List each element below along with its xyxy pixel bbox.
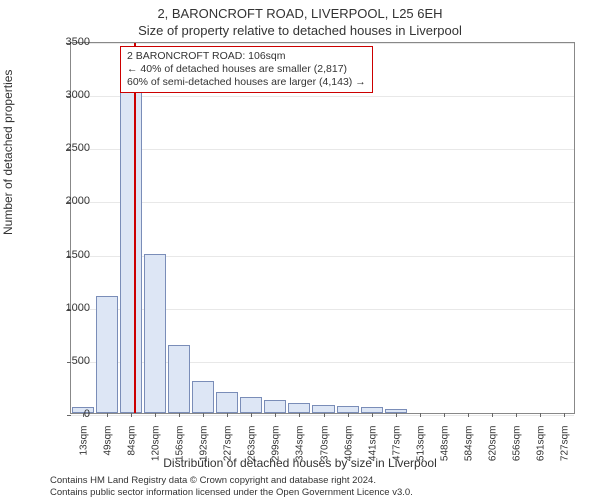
y-tick-label: 1000 <box>50 302 90 314</box>
x-tick-mark <box>420 413 421 417</box>
x-tick-mark <box>179 413 180 417</box>
x-tick-mark <box>396 413 397 417</box>
gridline <box>71 96 574 97</box>
annotation-line2: ← 40% of detached houses are smaller (2,… <box>127 63 366 76</box>
x-tick-label: 620sqm <box>487 426 498 476</box>
y-tick-label: 3000 <box>50 89 90 101</box>
x-tick-mark <box>348 413 349 417</box>
gridline <box>71 415 574 416</box>
y-tick-label: 2500 <box>50 142 90 154</box>
chart-plot-area <box>70 42 575 414</box>
x-tick-label: 513sqm <box>415 426 426 476</box>
x-tick-label: 227sqm <box>223 426 234 476</box>
bar <box>288 403 310 413</box>
footer-attribution: Contains HM Land Registry data © Crown c… <box>50 475 413 498</box>
bar <box>120 68 142 413</box>
x-tick-mark <box>516 413 517 417</box>
x-tick-label: 477sqm <box>391 426 402 476</box>
marker-line <box>134 43 136 413</box>
y-tick-label: 500 <box>50 355 90 367</box>
y-tick-label: 0 <box>50 408 90 420</box>
x-tick-label: 84sqm <box>127 426 138 476</box>
bar <box>96 296 118 413</box>
annotation-box: 2 BARONCROFT ROAD: 106sqm ← 40% of detac… <box>120 46 373 93</box>
annotation-line3: 60% of semi-detached houses are larger (… <box>127 76 366 89</box>
x-tick-label: 299sqm <box>271 426 282 476</box>
x-tick-label: 370sqm <box>319 426 330 476</box>
x-tick-mark <box>227 413 228 417</box>
gridline <box>71 43 574 44</box>
x-tick-mark <box>251 413 252 417</box>
y-tick-label: 1500 <box>50 249 90 261</box>
bar <box>144 254 166 413</box>
x-tick-label: 263sqm <box>247 426 258 476</box>
bar <box>216 392 238 413</box>
x-tick-mark <box>275 413 276 417</box>
footer-line2: Contains public sector information licen… <box>50 487 413 498</box>
x-tick-mark <box>468 413 469 417</box>
bar <box>337 406 359 413</box>
chart-title-sub: Size of property relative to detached ho… <box>0 21 600 38</box>
y-tick-label: 2000 <box>50 195 90 207</box>
x-tick-label: 13sqm <box>79 426 90 476</box>
x-tick-mark <box>107 413 108 417</box>
chart-title-main: 2, BARONCROFT ROAD, LIVERPOOL, L25 6EH <box>0 0 600 21</box>
bar <box>264 400 286 413</box>
x-tick-label: 49sqm <box>103 426 114 476</box>
x-tick-label: 441sqm <box>367 426 378 476</box>
x-tick-mark <box>155 413 156 417</box>
y-tick-label: 3500 <box>50 36 90 48</box>
x-tick-label: 334sqm <box>295 426 306 476</box>
gridline <box>71 149 574 150</box>
x-tick-mark <box>131 413 132 417</box>
x-tick-label: 192sqm <box>199 426 210 476</box>
x-tick-mark <box>540 413 541 417</box>
x-tick-label: 156sqm <box>175 426 186 476</box>
gridline <box>71 202 574 203</box>
x-tick-label: 120sqm <box>151 426 162 476</box>
bar <box>240 397 262 413</box>
x-tick-mark <box>324 413 325 417</box>
x-tick-mark <box>492 413 493 417</box>
x-tick-label: 584sqm <box>463 426 474 476</box>
y-axis-label: Number of detached properties <box>1 70 15 235</box>
bar <box>312 405 334 414</box>
footer-line1: Contains HM Land Registry data © Crown c… <box>50 475 413 486</box>
x-tick-label: 406sqm <box>343 426 354 476</box>
x-tick-label: 548sqm <box>439 426 450 476</box>
x-tick-label: 727sqm <box>559 426 570 476</box>
x-tick-mark <box>372 413 373 417</box>
x-tick-mark <box>299 413 300 417</box>
bar <box>168 345 190 413</box>
bar <box>192 381 214 413</box>
x-tick-mark <box>444 413 445 417</box>
x-tick-mark <box>203 413 204 417</box>
x-tick-mark <box>564 413 565 417</box>
x-tick-label: 691sqm <box>535 426 546 476</box>
x-tick-label: 656sqm <box>511 426 522 476</box>
annotation-line1: 2 BARONCROFT ROAD: 106sqm <box>127 50 366 63</box>
